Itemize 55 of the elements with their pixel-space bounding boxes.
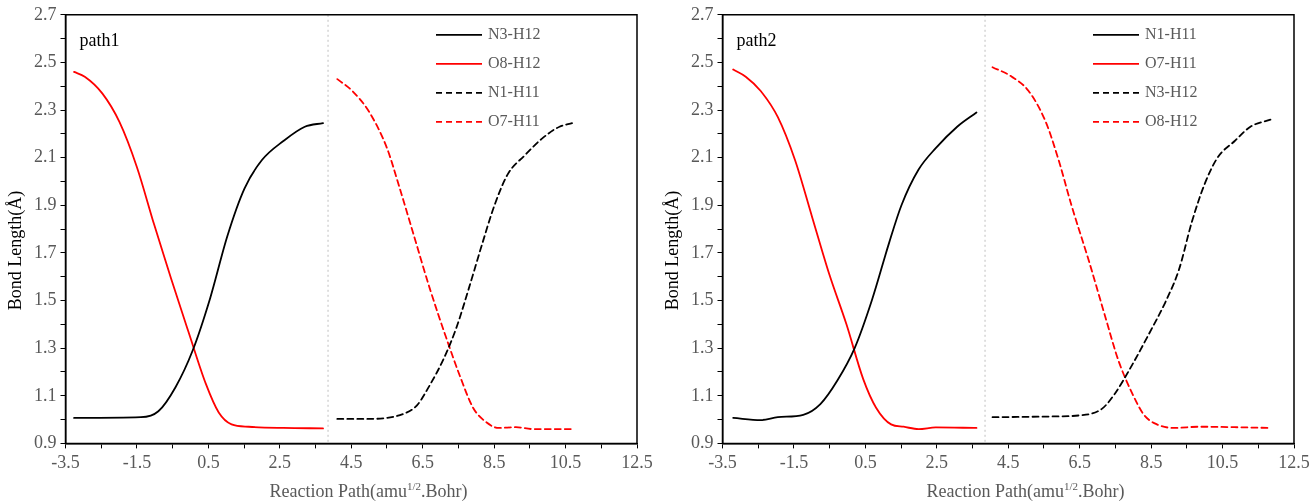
y-tick-label: 2.5	[34, 51, 57, 72]
legend-label: O7-H11	[1145, 54, 1197, 71]
y-tick-label: 1.1	[34, 384, 57, 405]
line-series	[336, 78, 574, 431]
x-tick-label: -1.5	[122, 451, 152, 472]
x-tick-label: 2.5	[925, 451, 949, 472]
y-tick-label: 1.1	[691, 384, 714, 405]
legend-label: N3-H12	[488, 25, 541, 42]
x-axis-title: Reaction Path(amu$^{1/2}$.Bohr)	[268, 480, 469, 502]
y-tick-label: 0.9	[34, 432, 57, 453]
x-tick-label: 6.5	[1068, 451, 1091, 472]
y-tick-label: 1.5	[691, 289, 714, 310]
x-tick-label: 0.5	[854, 451, 877, 472]
x-axis-title: Reaction Path(amu$^{1/2}$.Bohr)	[925, 480, 1126, 502]
x-tick-label: -3.5	[708, 451, 737, 472]
line-series	[73, 122, 324, 419]
y-tick-label: 1.7	[691, 241, 714, 262]
x-tick-label: 4.5	[340, 451, 363, 472]
y-tick-label: 2.3	[691, 98, 714, 119]
y-tick-label: 0.9	[691, 432, 714, 453]
y-axis-title: Bond Length(Å)	[661, 189, 683, 313]
y-tick-label: 2.7	[34, 3, 57, 24]
annotation: path2	[736, 29, 777, 50]
legend-label: O8-H12	[488, 54, 541, 71]
x-tick-label: 2.5	[268, 451, 292, 472]
y-tick-label: 1.3	[34, 336, 57, 357]
legend-label: N1-H11	[488, 83, 540, 100]
annotation: path1	[79, 29, 120, 50]
y-tick-label: 2.1	[34, 146, 57, 167]
y-tick-label: 1.9	[691, 194, 714, 215]
x-tick-label: -1.5	[779, 451, 809, 472]
x-tick-label: 10.5	[549, 451, 582, 472]
legend-label: N1-H11	[1145, 25, 1197, 42]
y-tick-label: 2.5	[691, 51, 714, 72]
y-axis-title: Bond Length(Å)	[4, 189, 26, 313]
legend-label: O8-H12	[1145, 112, 1198, 129]
y-tick-label: 1.9	[34, 194, 57, 215]
x-tick-label: 10.5	[1206, 451, 1239, 472]
y-tick-label: 1.5	[34, 289, 57, 310]
x-tick-label: -3.5	[51, 451, 80, 472]
x-tick-label: 8.5	[1139, 451, 1163, 472]
y-tick-label: 2.1	[691, 146, 714, 167]
y-tick-label: 2.3	[34, 98, 57, 119]
x-tick-label: 12.5	[1278, 451, 1310, 472]
line-series	[73, 71, 324, 430]
y-tick-label: 1.7	[34, 241, 57, 262]
x-tick-label: 0.5	[197, 451, 220, 472]
y-tick-label: 1.3	[691, 336, 714, 357]
y-tick-label: 2.7	[691, 3, 714, 24]
x-tick-label: 12.5	[621, 451, 653, 472]
x-tick-label: 4.5	[997, 451, 1020, 472]
legend-label: N3-H12	[1145, 83, 1198, 100]
x-tick-label: 8.5	[482, 451, 506, 472]
x-tick-label: 6.5	[411, 451, 434, 472]
legend-label: O7-H11	[488, 112, 540, 129]
